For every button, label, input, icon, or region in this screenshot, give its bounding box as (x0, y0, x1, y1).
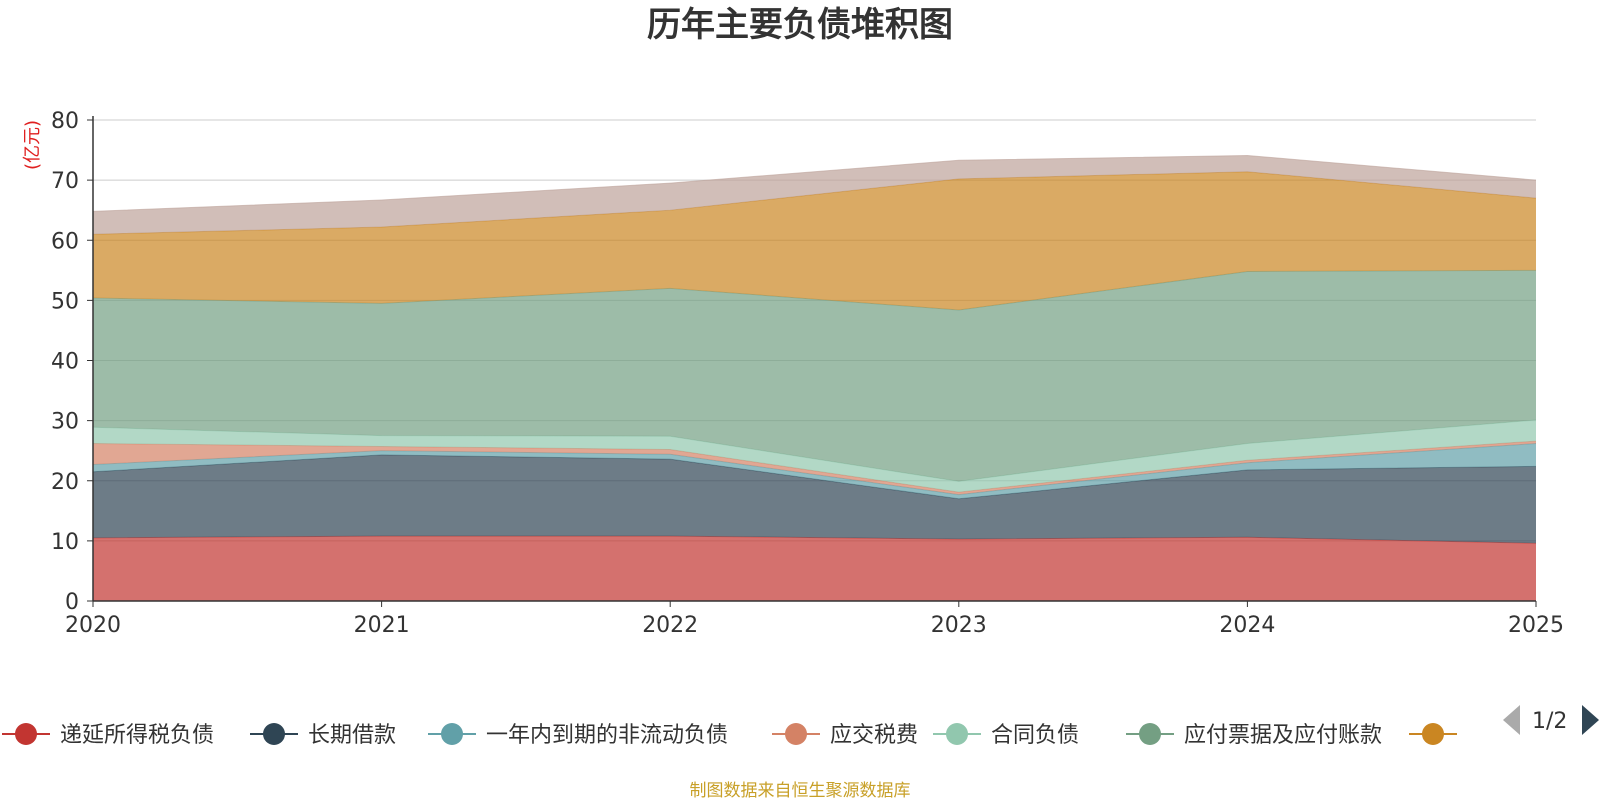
x-tick-label: 2020 (65, 613, 121, 638)
area-series-6 (93, 171, 1536, 310)
legend-marker-icon (263, 723, 285, 745)
area-series-1 (93, 454, 1536, 544)
area-series-7 (93, 155, 1536, 235)
legend-prev-icon[interactable] (1503, 705, 1520, 735)
legend-marker-icon (785, 723, 807, 745)
chart-title: 历年主要负债堆积图 (647, 5, 953, 45)
legend-marker-icon (15, 723, 37, 745)
legend: 递延所得税负债 长期借款 一年内到期的非流动负债 应交税费 合同负债 应付票据及应付账款 (2, 723, 1457, 748)
area-line-6 (92, 171, 1537, 235)
y-tick-label: 70 (51, 169, 79, 194)
y-tick-label: 60 (51, 229, 79, 254)
y-tick-label: 0 (65, 590, 79, 615)
legend-label: 合同负债 (991, 723, 1079, 748)
legend-label: 长期借款 (308, 723, 396, 748)
legend-marker-icon (1422, 723, 1444, 745)
y-axis-unit: (亿元) (22, 120, 43, 170)
y-tick-label: 80 (51, 109, 79, 134)
legend-pager: 1/2 (1503, 705, 1599, 735)
y-tick-label: 40 (51, 350, 79, 375)
data-source-note: 制图数据来自恒生聚源数据库 (690, 781, 911, 800)
x-tick-label: 2022 (642, 613, 698, 638)
area-series-4 (93, 420, 1536, 493)
legend-label: 递延所得税负债 (60, 723, 214, 748)
legend-marker-icon (946, 723, 968, 745)
y-tick-label: 50 (51, 289, 79, 314)
legend-item-2[interactable]: 一年内到期的非流动负债 (428, 723, 728, 748)
axes: 0 10 20 30 40 50 60 70 80 2020 2021 2022 2023 2024 202… (51, 109, 1564, 638)
legend-item-3[interactable]: 应交税费 (772, 723, 918, 748)
y-tick-label: 20 (51, 470, 79, 495)
legend-next-icon[interactable] (1582, 705, 1599, 735)
legend-item-6[interactable] (1409, 723, 1457, 745)
legend-label: 一年内到期的非流动负债 (486, 723, 728, 748)
x-tick-label: 2023 (931, 613, 987, 638)
area-series-3 (93, 441, 1536, 495)
legend-label: 应交税费 (830, 723, 918, 748)
legend-item-1[interactable]: 长期借款 (250, 723, 396, 748)
area-series-5 (93, 270, 1536, 482)
x-tick-label: 2024 (1219, 613, 1275, 638)
y-tick-label: 30 (51, 410, 79, 435)
legend-page-indicator: 1/2 (1532, 709, 1567, 734)
area-series (92, 154, 1537, 601)
y-tick-label: 10 (51, 530, 79, 555)
legend-marker-icon (441, 723, 463, 745)
x-tick-label: 2025 (1508, 613, 1564, 638)
x-tick-label: 2021 (354, 613, 410, 638)
area-line-7 (92, 154, 1537, 212)
legend-item-5[interactable]: 应付票据及应付账款 (1126, 723, 1382, 748)
legend-item-0[interactable]: 递延所得税负债 (2, 723, 214, 748)
legend-label: 应付票据及应付账款 (1184, 723, 1382, 748)
legend-item-4[interactable]: 合同负债 (933, 723, 1079, 748)
legend-marker-icon (1139, 723, 1161, 745)
area-series-0 (93, 536, 1536, 601)
